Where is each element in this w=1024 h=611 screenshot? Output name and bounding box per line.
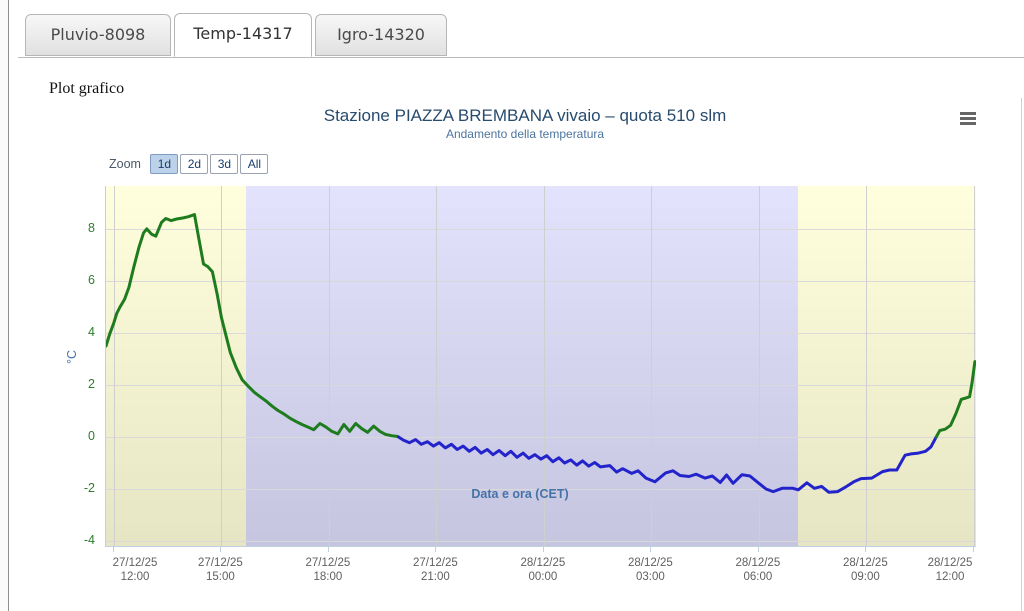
y-axis-title: °C (65, 349, 79, 365)
plot-band-day (797, 186, 976, 546)
tab-pluvio-8098[interactable]: Pluvio-8098 (25, 14, 171, 56)
y-axis-label: -2 (83, 481, 95, 496)
hamburger-icon (960, 112, 976, 115)
x-gridline (543, 186, 545, 546)
tab-panel: Pluvio-8098 Temp-14317 Igro-14320 Plot g… (8, 0, 1024, 611)
x-axis-label: 28/12/25 03:00 (627, 557, 673, 583)
range-selector: Zoom 1d 2d 3d All (109, 154, 270, 174)
export-menu-button[interactable] (955, 110, 981, 132)
x-tick-mark (220, 547, 222, 552)
y-axis-label: 2 (88, 376, 95, 391)
x-tick-mark (865, 547, 867, 552)
x-tick-mark (972, 547, 974, 552)
x-axis-label: 27/12/25 21:00 (412, 557, 458, 583)
plot-band-night (246, 186, 798, 546)
y-gridline (106, 384, 976, 386)
x-gridline (221, 186, 223, 546)
range-button-3d[interactable]: 3d (210, 154, 239, 174)
x-tick-mark (112, 547, 114, 552)
range-button-all[interactable]: All (240, 154, 269, 174)
x-tick-mark (650, 547, 652, 552)
range-selector-label: Zoom (109, 157, 141, 171)
x-axis-label: 28/12/25 06:00 (735, 557, 781, 583)
hamburger-icon (960, 122, 976, 125)
chart-subtitle: Andamento della temperatura (445, 127, 605, 141)
tab-igro-14320[interactable]: Igro-14320 (315, 14, 447, 56)
x-tick-mark (327, 547, 329, 552)
tab-bar: Pluvio-8098 Temp-14317 Igro-14320 (18, 12, 1024, 58)
x-tick-mark (542, 547, 544, 552)
x-axis-label: 28/12/25 12:00 (927, 557, 973, 583)
chart-title: Stazione PIAZZA BREMBANA vivaio – quota … (323, 106, 727, 125)
x-axis-label: 28/12/25 00:00 (520, 557, 566, 583)
x-axis-label: 28/12/25 09:00 (842, 557, 888, 583)
hamburger-icon (960, 117, 976, 120)
y-gridline (106, 489, 976, 491)
chart-right-border (1021, 98, 1022, 611)
range-button-2d[interactable]: 2d (180, 154, 209, 174)
temperature-series (106, 213, 976, 494)
range-selector-buttons: 1d 2d 3d All (150, 154, 270, 174)
x-gridline (651, 186, 653, 546)
y-gridline (106, 437, 976, 438)
range-button-1d[interactable]: 1d (150, 154, 179, 174)
y-gridline (106, 332, 976, 334)
x-gridline (436, 186, 438, 546)
y-axis-label: 6 (88, 272, 95, 287)
x-axis-label: 27/12/25 12:00 (112, 557, 158, 583)
plot-area[interactable] (105, 186, 976, 547)
y-gridline (106, 228, 976, 230)
y-gridline (106, 541, 976, 543)
x-gridline (113, 186, 115, 546)
y-gridline (106, 280, 976, 282)
plot-band-day (106, 186, 247, 546)
section-label: Plot grafico (49, 80, 125, 97)
x-axis-title: Data e ora (CET) (471, 487, 569, 501)
y-axis-label: -4 (83, 533, 95, 548)
chart: Stazione PIAZZA BREMBANA vivaio – quota … (29, 98, 1021, 611)
x-gridline (758, 186, 760, 546)
y-axis-label: 0 (88, 429, 95, 443)
x-axis-label: 27/12/25 18:00 (305, 557, 351, 583)
y-axis-label: 4 (88, 324, 95, 339)
x-gridline (328, 186, 330, 546)
x-tick-mark (435, 547, 437, 552)
x-gridline (866, 186, 868, 546)
x-tick-mark (757, 547, 759, 552)
tab-temp-14317[interactable]: Temp-14317 (174, 13, 312, 57)
x-axis-label: 27/12/25 15:00 (197, 557, 243, 583)
y-axis-label: 8 (88, 220, 95, 235)
